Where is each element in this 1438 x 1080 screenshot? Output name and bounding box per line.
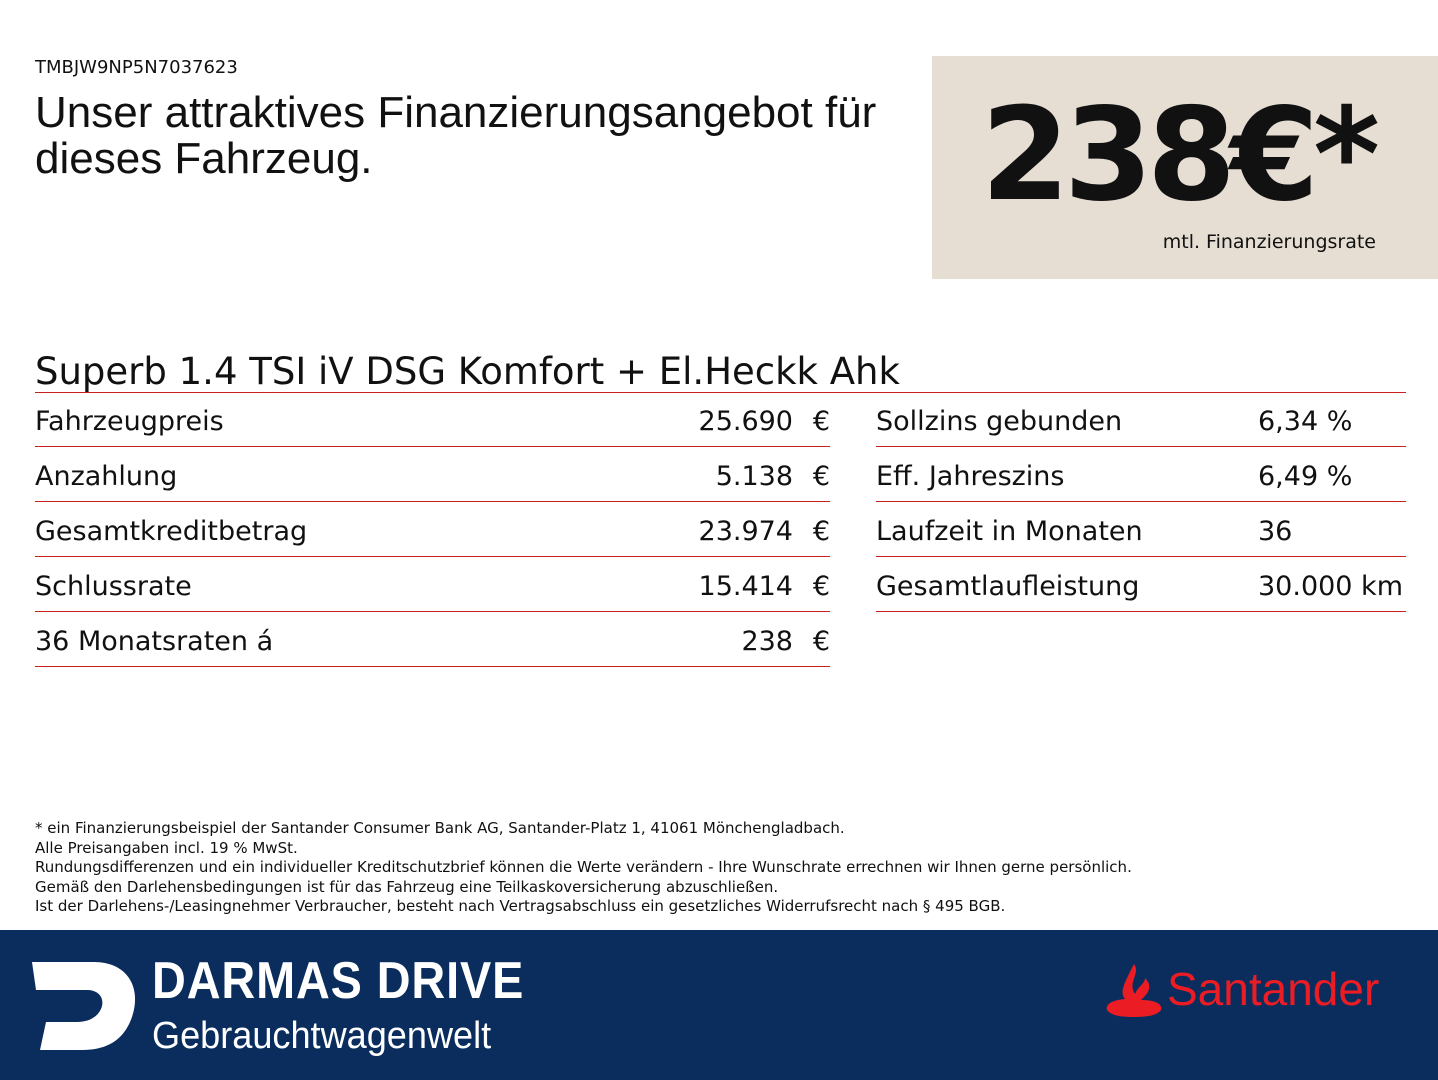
price-box: 238€* mtl. Finanzierungsrate — [932, 56, 1438, 279]
page-title: Unser attraktives Finanzierungsangebot f… — [35, 88, 877, 183]
row-value: 6,34 % — [1258, 406, 1353, 437]
row-unit: € — [812, 516, 830, 547]
row-label: Schlussrate — [35, 571, 192, 602]
row-label: Gesamtkreditbetrag — [35, 516, 308, 547]
row-label: Anzahlung — [35, 461, 178, 492]
table-row: Fahrzeugpreis 25.690 € — [35, 392, 830, 447]
table-row: Anzahlung 5.138 € — [35, 447, 830, 502]
model-title: Superb 1.4 TSI iV DSG Komfort + El.Heckk… — [35, 350, 1406, 393]
row-value: 15.414 — [698, 571, 793, 602]
table-row: Gesamtkreditbetrag 23.974 € — [35, 502, 830, 557]
row-label: 36 Monatsraten á — [35, 626, 274, 657]
row-value: 5.138 — [715, 461, 793, 492]
row-value: 23.974 — [698, 516, 793, 547]
dealer-subtitle: Gebrauchtwagenwelt — [152, 1015, 492, 1057]
table-row: 36 Monatsraten á 238 € — [35, 612, 830, 667]
monthly-rate-label: mtl. Finanzierungsrate — [1162, 231, 1376, 253]
monthly-rate: 238€* — [980, 81, 1380, 230]
table-row: Laufzeit in Monaten 36 — [876, 502, 1406, 557]
row-value: 238 — [741, 626, 793, 657]
bank-name: Santander — [1167, 963, 1380, 1015]
santander-flame-icon — [1106, 964, 1162, 1017]
note: Gemäß den Darlehensbedingungen ist für d… — [35, 877, 779, 896]
row-label: Laufzeit in Monaten — [876, 516, 1143, 547]
vin: TMBJW9NP5N7037623 — [35, 57, 238, 78]
row-unit: € — [812, 571, 830, 602]
table-row: Schlussrate 15.414 € — [35, 557, 830, 612]
note: * ein Finanzierungsbeispiel der Santande… — [35, 819, 845, 837]
note: Ist der Darlehens-/Leasingnehmer Verbrau… — [35, 897, 1006, 915]
row-unit: € — [812, 461, 830, 492]
row-unit: € — [812, 626, 830, 657]
row-value: 30.000 km — [1258, 571, 1403, 602]
table-row: Sollzins gebunden 6,34 % — [876, 392, 1406, 447]
row-label: Gesamtlaufleistung — [876, 571, 1140, 602]
row-label: Eff. Jahreszins — [876, 461, 1065, 492]
santander-logo: Santander — [1105, 960, 1379, 1018]
table-row: Eff. Jahreszins 6,49 % — [876, 447, 1406, 502]
darmas-drive-logo-icon — [32, 962, 136, 1050]
row-value: 25.690 — [698, 406, 793, 437]
row-value: 36 — [1258, 516, 1293, 547]
row-label: Sollzins gebunden — [876, 406, 1123, 437]
row-value: 6,49 % — [1258, 461, 1353, 492]
footer: DARMAS DRIVE Gebrauchtwagenwelt Santande… — [0, 930, 1438, 1080]
row-label: Fahrzeugpreis — [35, 406, 224, 437]
footnotes: * ein Finanzierungsbeispiel der Santande… — [35, 819, 1132, 917]
note: Rundungsdifferenzen und ein individuelle… — [35, 858, 1132, 876]
note: Alle Preisangaben incl. 19 % MwSt. — [35, 838, 298, 857]
row-unit: € — [812, 406, 830, 437]
table-row: Gesamtlaufleistung 30.000 km — [876, 557, 1406, 612]
dealer-name: DARMAS DRIVE — [152, 952, 525, 1010]
